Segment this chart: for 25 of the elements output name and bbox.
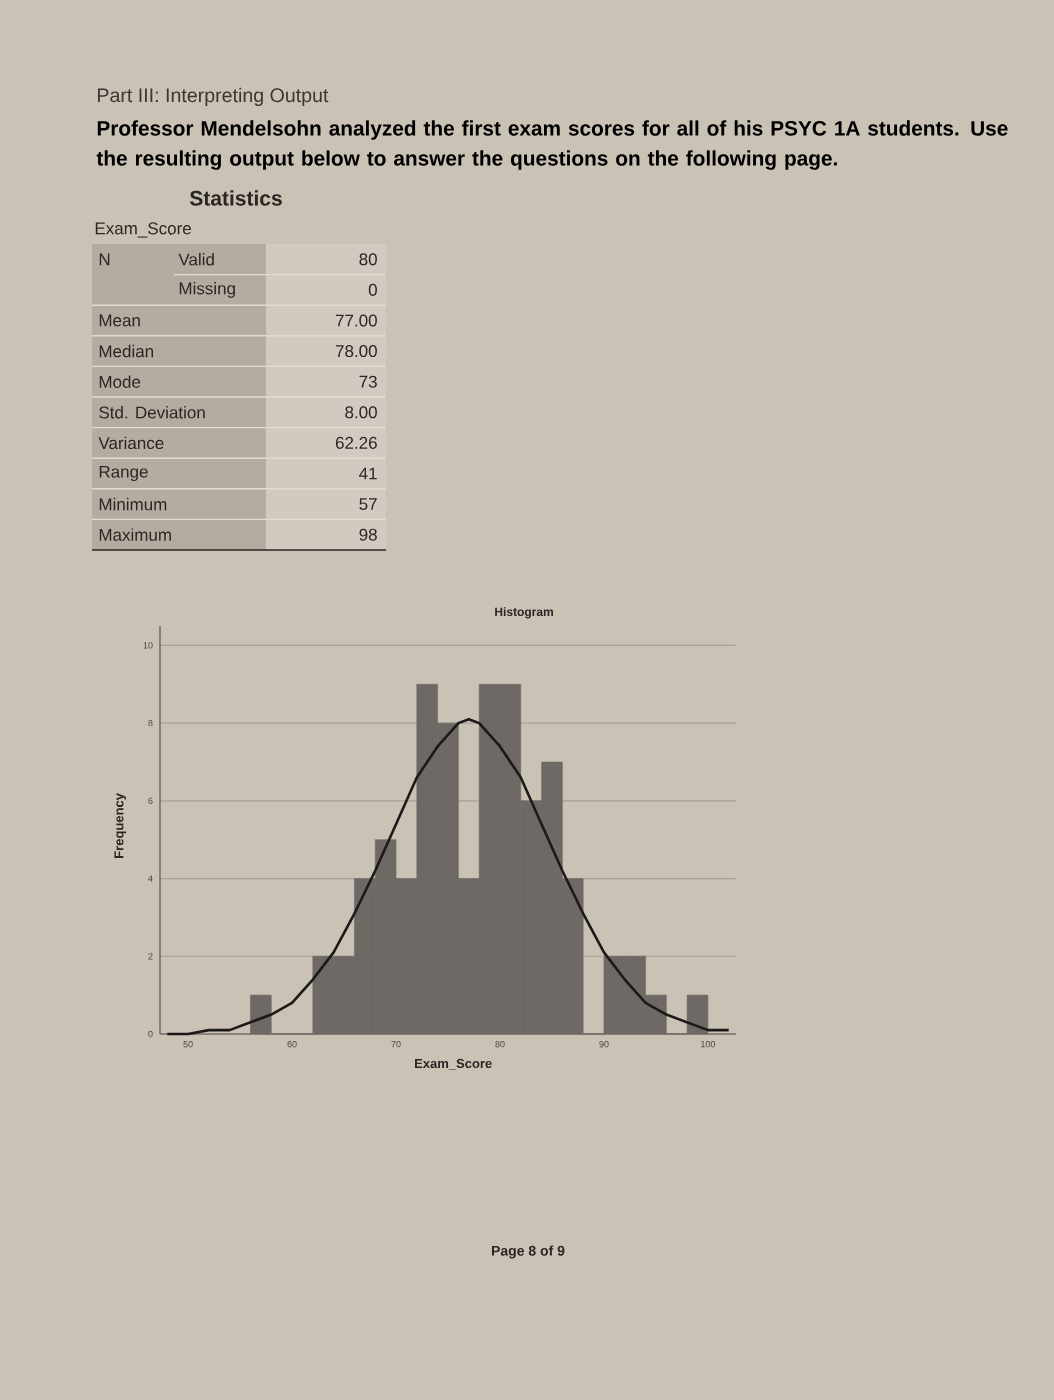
text: 77.00 xyxy=(335,314,377,327)
text: 0 xyxy=(368,283,377,296)
category-label: Mode xyxy=(99,375,141,388)
category-label: Range xyxy=(99,465,148,482)
text: Part III: Interpreting Output xyxy=(97,87,329,107)
category-label: Missing xyxy=(179,281,235,298)
category-label: Mean xyxy=(99,314,140,327)
text: 8.00 xyxy=(345,406,377,419)
category-label: Variance xyxy=(98,436,164,450)
text: 41 xyxy=(359,467,377,480)
text: 98 xyxy=(359,528,377,541)
category-label: Std. Deviation xyxy=(99,406,205,419)
text: 62.26 xyxy=(335,436,377,449)
text: Statistics xyxy=(189,190,282,206)
category-label: Minimum xyxy=(99,497,167,511)
category-label: Valid xyxy=(178,253,214,266)
text: 80 xyxy=(359,253,377,266)
text: 78.00 xyxy=(335,345,377,358)
category-label: Maximum xyxy=(99,528,171,541)
category-label: Median xyxy=(99,344,154,358)
text: Professor Mendelsohn analyzed the first exam scores for all of his PSYC 1A students. Use the resulting output below to answer the questions on the following page. xyxy=(96,120,1008,170)
text: Exam_Score xyxy=(95,222,191,238)
text: N xyxy=(99,253,110,266)
text: 73 xyxy=(359,375,377,388)
text: 57 xyxy=(359,498,377,511)
